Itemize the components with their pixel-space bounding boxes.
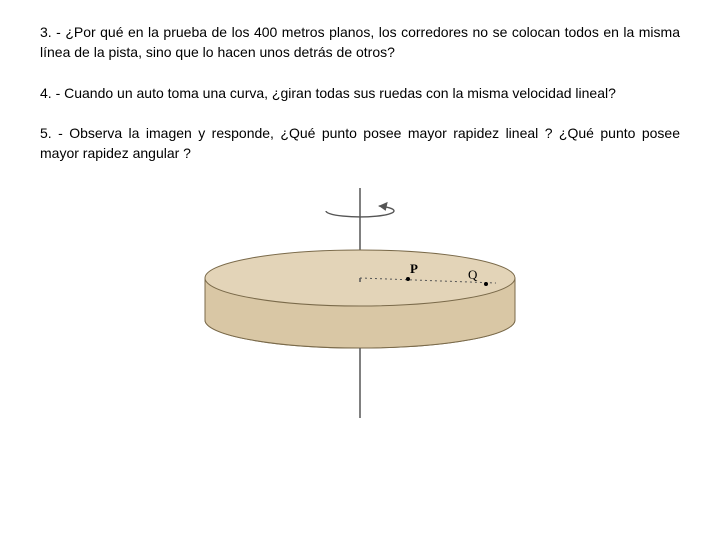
rotating-disk-diagram: PQ xyxy=(160,183,560,423)
svg-text:Q: Q xyxy=(468,267,478,282)
question-5: 5. - Observa la imagen y responde, ¿Qué … xyxy=(40,123,680,164)
svg-text:P: P xyxy=(410,261,418,276)
question-4: 4. - Cuando un auto toma una curva, ¿gir… xyxy=(40,83,680,103)
question-3: 3. - ¿Por qué en la prueba de los 400 me… xyxy=(40,22,680,63)
diagram-container: PQ xyxy=(40,183,680,423)
